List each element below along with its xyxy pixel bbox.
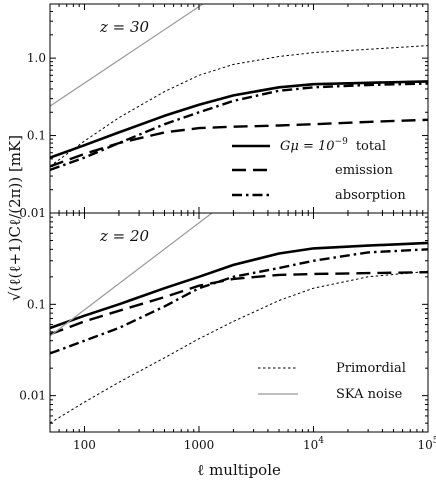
series-absorption-line [50, 248, 428, 355]
panel-label: z = 30 [99, 18, 150, 36]
series-ska-line [50, 213, 213, 337]
legend-top: Gμ = 10−9 total emission absorption [232, 137, 406, 203]
x-tick-label: 105 [417, 436, 436, 452]
series-group [50, 4, 428, 172]
legend-label-ska: SKA noise [336, 387, 403, 402]
legend-label-total: Gμ = 10−9 total [280, 137, 386, 154]
series-total-line [50, 241, 428, 330]
series-ska-line [50, 4, 204, 107]
y-tick-label: 0.01 [19, 389, 46, 403]
legend-bottom: Primordial SKA noise [258, 361, 406, 402]
series-absorption-line [50, 82, 428, 172]
legend-label-primordial: Primordial [336, 361, 406, 376]
y-tick-label: 1.0 [27, 51, 46, 65]
legend-label-emission: emission [335, 163, 394, 178]
x-axis-ticks [49, 4, 429, 213]
y-axis-ticks: 0.1 0.01 [19, 212, 428, 433]
x-axis: 100 1000 104 105 [73, 436, 436, 452]
x-axis-ticks [49, 213, 429, 432]
x-tick-label: 104 [303, 436, 324, 452]
y-axis-label: √(ℓ(ℓ+1)Cℓ/(2π)) [mK] [6, 135, 24, 301]
panel-1: 1.0 0.1 0.01 z = 30 Gμ = 10−9 total emission ab… [19, 3, 429, 220]
y-tick-label: 0.1 [27, 129, 46, 143]
series-emission-line [50, 271, 428, 336]
panel-label: z = 20 [99, 227, 150, 245]
legend-label-absorption: absorption [335, 188, 406, 203]
panels-container: 1.0 0.1 0.01 z = 30 Gμ = 10−9 total emission ab… [19, 3, 429, 433]
panel-2: 0.1 0.01 z = 20 Primordial SKA noise [19, 212, 429, 433]
series-emission-line [50, 118, 428, 168]
series-total-line [50, 80, 428, 159]
series-group [50, 213, 428, 424]
x-tick-label: 100 [73, 438, 96, 452]
series-primordial-line [50, 270, 428, 424]
x-tick-label: 1000 [184, 438, 215, 452]
y-tick-label: 0.01 [19, 206, 46, 220]
x-axis-label: ℓ multipole [197, 461, 281, 479]
plot-frame [49, 212, 429, 433]
y-tick-label: 0.1 [27, 297, 46, 311]
